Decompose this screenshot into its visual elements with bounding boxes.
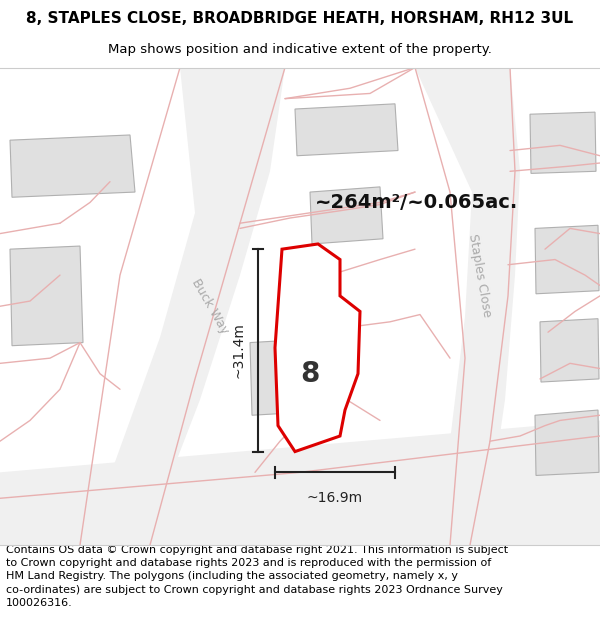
Text: 8, STAPLES CLOSE, BROADBRIDGE HEATH, HORSHAM, RH12 3UL: 8, STAPLES CLOSE, BROADBRIDGE HEATH, HOR… (26, 11, 574, 26)
Polygon shape (275, 244, 360, 452)
Polygon shape (530, 112, 596, 173)
Polygon shape (250, 338, 342, 415)
Text: ~31.4m: ~31.4m (232, 322, 246, 378)
Text: ~16.9m: ~16.9m (307, 491, 363, 505)
Polygon shape (540, 319, 599, 382)
Polygon shape (295, 104, 398, 156)
Text: Map shows position and indicative extent of the property.: Map shows position and indicative extent… (108, 42, 492, 56)
Polygon shape (535, 225, 599, 294)
Text: Buck Way: Buck Way (189, 276, 231, 336)
Polygon shape (0, 421, 600, 545)
Polygon shape (10, 135, 135, 198)
Text: ~264m²/~0.065ac.: ~264m²/~0.065ac. (315, 193, 518, 212)
Text: Contains OS data © Crown copyright and database right 2021. This information is : Contains OS data © Crown copyright and d… (6, 545, 508, 608)
Text: Staples Close: Staples Close (466, 232, 494, 318)
Polygon shape (415, 68, 520, 545)
Polygon shape (310, 187, 383, 244)
Text: 8: 8 (301, 360, 320, 388)
Polygon shape (535, 410, 599, 476)
Polygon shape (80, 68, 285, 545)
Polygon shape (10, 246, 83, 346)
